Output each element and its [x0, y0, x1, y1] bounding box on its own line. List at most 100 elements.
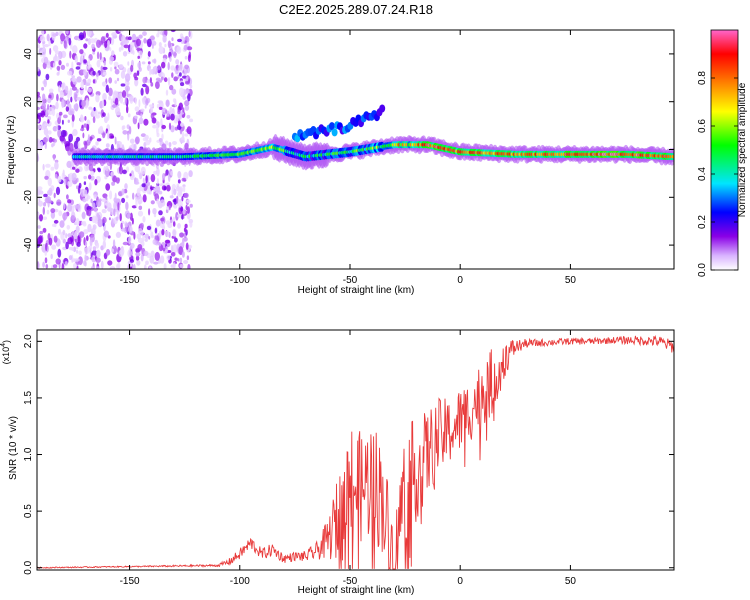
- noise-speckle: [44, 175, 49, 180]
- noise-speckle: [92, 246, 97, 251]
- noise-speckle: [176, 46, 182, 54]
- noise-speckle: [144, 233, 150, 239]
- noise-speckle: [114, 97, 119, 106]
- spectrogram-xlabel: Height of straight line (km): [298, 285, 415, 296]
- noise-speckle: [79, 49, 84, 55]
- noise-speckle: [124, 73, 131, 82]
- noise-speckle: [71, 77, 76, 83]
- noise-speckle: [182, 96, 187, 100]
- noise-speckle: [128, 225, 133, 234]
- noise-speckle: [142, 83, 147, 88]
- noise-speckle: [159, 199, 166, 207]
- noise-speckle: [64, 261, 68, 266]
- noise-speckle: [102, 71, 107, 76]
- noise-speckle: [72, 166, 76, 170]
- noise-speckle: [172, 244, 178, 254]
- noise-speckle: [82, 189, 88, 197]
- noise-speckle: [138, 200, 141, 205]
- snr-background: [37, 330, 674, 570]
- noise-speckle: [161, 124, 166, 130]
- noise-speckle: [166, 255, 171, 261]
- y-tick-label: -40: [23, 237, 34, 252]
- colorbar-axis: 0.0 0.2 0.4 0.6 0.8: [697, 71, 738, 277]
- noise-speckle: [83, 181, 87, 186]
- x-tick-label: -150: [120, 576, 140, 587]
- noise-speckle: [58, 60, 62, 66]
- noise-speckle: [61, 119, 64, 125]
- noise-speckle: [65, 85, 69, 94]
- noise-speckle: [118, 166, 122, 172]
- noise-speckle: [62, 238, 66, 244]
- noise-speckle: [127, 249, 132, 258]
- noise-speckle: [65, 30, 69, 35]
- noise-speckle: [43, 78, 47, 88]
- noise-speckle: [136, 187, 141, 197]
- noise-speckle: [183, 227, 187, 233]
- noise-speckle: [88, 58, 91, 66]
- noise-speckle: [165, 109, 168, 114]
- noise-speckle: [37, 140, 41, 148]
- noise-speckle: [102, 208, 106, 213]
- noise-speckle: [173, 188, 177, 196]
- noise-speckle: [161, 107, 167, 116]
- noise-speckle: [142, 216, 146, 223]
- noise-speckle: [120, 115, 124, 121]
- snr-axes: -150 -100 -50 0 50 0.0 0.5 1.0 1.5 2.0: [23, 330, 674, 587]
- x-tick-label: -50: [343, 576, 358, 587]
- noise-speckle: [174, 237, 178, 243]
- noise-speckle: [170, 113, 175, 121]
- noise-speckle: [95, 257, 101, 264]
- noise-speckle: [172, 141, 177, 145]
- noise-speckle: [80, 128, 85, 132]
- noise-speckle: [76, 185, 79, 189]
- noise-speckle: [95, 114, 101, 119]
- noise-speckle: [83, 43, 88, 49]
- noise-speckle: [48, 187, 53, 196]
- noise-speckle: [95, 94, 100, 103]
- noise-speckle: [90, 38, 95, 44]
- noise-speckle: [102, 216, 107, 224]
- noise-speckle: [118, 94, 121, 102]
- noise-speckle: [134, 78, 139, 87]
- noise-speckle: [143, 118, 149, 126]
- colorbar-tick-label: 0.4: [697, 167, 708, 181]
- noise-speckle: [37, 67, 40, 72]
- noise-speckle: [37, 97, 42, 105]
- noise-speckle: [178, 200, 183, 208]
- y-tick-label: 1.5: [23, 391, 34, 405]
- noise-speckle: [122, 125, 126, 130]
- noise-speckle: [105, 165, 109, 172]
- noise-speckle: [123, 39, 129, 44]
- noise-speckle: [150, 231, 154, 238]
- noise-speckle: [165, 220, 170, 225]
- noise-speckle: [105, 143, 110, 148]
- noise-speckle: [98, 127, 104, 134]
- noise-speckle: [165, 99, 170, 108]
- noise-speckle: [37, 200, 44, 207]
- noise-speckle: [112, 175, 117, 183]
- snr-multiplier: (x104): [0, 340, 11, 364]
- noise-speckle: [102, 112, 106, 117]
- noise-speckle: [69, 50, 72, 59]
- noise-speckle: [157, 64, 161, 71]
- noise-speckle: [159, 230, 162, 237]
- noise-speckle: [132, 192, 135, 200]
- noise-speckle: [184, 104, 190, 111]
- noise-speckle: [157, 79, 163, 83]
- noise-speckle: [67, 199, 72, 204]
- noise-speckle: [39, 141, 44, 149]
- noise-speckle: [130, 64, 134, 72]
- noise-speckle: [186, 255, 190, 261]
- noise-speckle: [56, 199, 62, 207]
- noise-speckle: [62, 229, 66, 236]
- noise-speckle: [127, 61, 130, 66]
- noise-speckle: [99, 52, 102, 61]
- noise-speckle: [46, 209, 50, 215]
- noise-speckle: [137, 169, 141, 175]
- noise-speckle: [47, 97, 52, 104]
- noise-speckle: [41, 57, 45, 63]
- noise-speckle: [126, 105, 129, 114]
- noise-speckle: [74, 231, 78, 240]
- noise-speckle: [95, 141, 99, 146]
- noise-speckle: [156, 167, 160, 177]
